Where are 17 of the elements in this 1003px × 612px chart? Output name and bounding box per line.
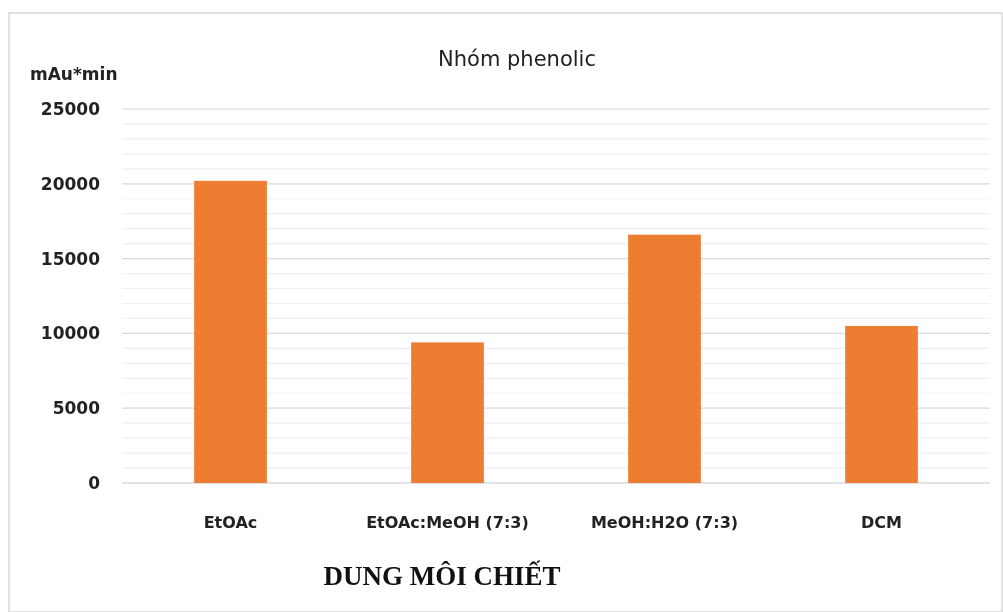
y-tick-label: 25000 [40,98,101,119]
bar [411,342,484,483]
bar [845,325,918,483]
y-tick-label: 0 [88,472,101,493]
chart-title: Nhóm phenolic [438,47,596,71]
bar [628,234,701,483]
x-axis-title: DUNG MÔI CHIẾT [323,560,561,591]
y-tick-label: 10000 [40,323,101,344]
x-tick-label: MeOH:H2O (7:3) [590,513,739,532]
y-tick-label: 20000 [40,173,101,194]
x-tick-label: EtOAc:MeOH (7:3) [366,513,529,532]
y-tick-label: 15000 [40,248,101,269]
x-tick-label: EtOAc [203,513,258,532]
bar [194,180,267,483]
x-tick-label: DCM [861,513,902,532]
y-axis-title: mAu*min [30,64,118,84]
y-tick-label: 5000 [52,398,101,419]
